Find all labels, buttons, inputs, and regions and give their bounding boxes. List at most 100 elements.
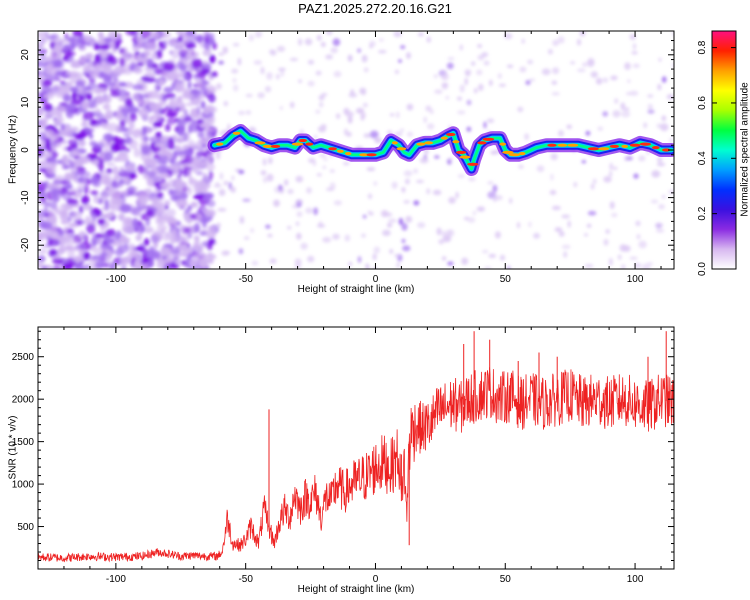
heatmap-speckle: [205, 128, 216, 133]
heatmap-speckle: [92, 246, 103, 255]
heatmap-speckle: [361, 91, 366, 96]
heatmap-speckle: [488, 253, 497, 258]
ridge-peak: [518, 152, 526, 156]
heatmap-speckle: [157, 215, 164, 224]
heatmap-speckle: [455, 191, 459, 199]
heatmap-speckle: [70, 102, 76, 112]
heatmap-speckle: [264, 86, 272, 93]
heatmap-speckle: [647, 109, 655, 114]
heatmap-speckle: [477, 54, 485, 61]
bottom-ytick-label: 2000: [12, 395, 35, 406]
heatmap-speckle: [193, 195, 202, 200]
heatmap-speckle: [297, 38, 303, 46]
heatmap-speckle: [464, 77, 469, 86]
heatmap-speckle: [140, 31, 151, 39]
ridge-peak: [499, 142, 507, 146]
heatmap-speckle: [82, 203, 93, 211]
heatmap-speckle: [119, 191, 129, 196]
heatmap-speckle: [206, 199, 216, 208]
heatmap-speckle: [208, 95, 217, 103]
heatmap-speckle: [394, 131, 403, 137]
heatmap-speckle: [46, 229, 59, 238]
heatmap-speckle: [558, 231, 565, 237]
heatmap-speckle: [194, 34, 205, 43]
heatmap-speckle: [398, 217, 404, 226]
heatmap-speckle: [426, 36, 431, 43]
heatmap-speckle: [367, 193, 373, 200]
heatmap-speckle: [147, 170, 157, 179]
heatmap-speckle: [137, 94, 150, 99]
heatmap-speckle: [326, 31, 333, 36]
heatmap-speckle: [177, 118, 186, 129]
heatmap-speckle: [318, 95, 325, 101]
heatmap-speckle: [84, 263, 90, 269]
heatmap-speckle: [38, 107, 45, 117]
heatmap-speckle: [154, 250, 161, 260]
heatmap-speckle: [238, 110, 246, 116]
heatmap-speckle: [636, 234, 641, 240]
heatmap-speckle: [187, 204, 193, 212]
ridge-peak: [262, 144, 273, 148]
heatmap-speckle: [49, 249, 58, 256]
heatmap-speckle: [192, 164, 198, 173]
heatmap-speckle: [362, 111, 367, 119]
heatmap-speckle: [403, 200, 411, 204]
heatmap-speckle: [248, 34, 255, 42]
heatmap-speckle: [494, 231, 501, 239]
heatmap-speckle: [175, 235, 186, 244]
heatmap-speckle: [389, 248, 394, 254]
heatmap-speckle: [121, 222, 128, 227]
heatmap-speckle: [169, 97, 181, 103]
heatmap-speckle: [116, 215, 125, 220]
heatmap-speckle: [427, 123, 435, 130]
heatmap-speckle: [487, 181, 494, 185]
heatmap-speckle: [643, 122, 647, 129]
heatmap-speckle: [78, 85, 84, 95]
heatmap-speckle: [122, 228, 135, 233]
heatmap-speckle: [382, 229, 391, 237]
heatmap-speckle: [52, 37, 65, 46]
heatmap-speckle: [549, 190, 557, 195]
heatmap-speckle: [316, 173, 322, 177]
heatmap-speckle: [183, 132, 188, 142]
heatmap-speckle: [160, 155, 169, 165]
heatmap-speckle: [173, 180, 184, 191]
heatmap-speckle: [295, 200, 299, 205]
heatmap-speckle: [661, 76, 667, 83]
heatmap-speckle-layer: [38, 31, 674, 269]
heatmap-speckle: [38, 262, 42, 268]
snr-line-layer: [38, 331, 674, 563]
heatmap-speckle: [108, 262, 113, 267]
heatmap-speckle: [105, 109, 114, 120]
heatmap-speckle: [584, 233, 588, 237]
heatmap-speckle: [103, 151, 113, 162]
heatmap-speckle: [413, 200, 420, 206]
heatmap-speckle: [322, 165, 327, 169]
heatmap-speckle: [63, 226, 68, 233]
heatmap-speckle: [467, 217, 476, 223]
heatmap-speckle: [595, 77, 603, 85]
ridge-peak: [337, 149, 344, 153]
heatmap-speckle: [388, 218, 397, 223]
heatmap-speckle: [171, 229, 177, 239]
heatmap-speckle: [524, 133, 529, 141]
heatmap-speckle: [171, 49, 180, 59]
heatmap-speckle: [348, 261, 353, 267]
heatmap-speckle: [56, 111, 63, 119]
heatmap-speckle: [401, 238, 406, 244]
heatmap-speckle: [494, 195, 503, 201]
heatmap-speckle: [97, 237, 103, 245]
heatmap-speckle: [268, 156, 273, 165]
heatmap-speckle: [466, 126, 472, 132]
heatmap-speckle: [357, 256, 362, 263]
heatmap-speckle: [104, 199, 109, 209]
heatmap-speckle: [91, 175, 99, 185]
heatmap-speckle: [65, 80, 75, 86]
heatmap-speckle: [361, 54, 368, 63]
colorbar-tick-label: 0.0: [697, 262, 708, 276]
heatmap-speckle: [509, 197, 513, 204]
top-xtick-label: -100: [106, 274, 126, 285]
heatmap-speckle: [67, 36, 77, 43]
heatmap-speckle: [38, 91, 41, 98]
heatmap-speckle: [669, 137, 673, 144]
